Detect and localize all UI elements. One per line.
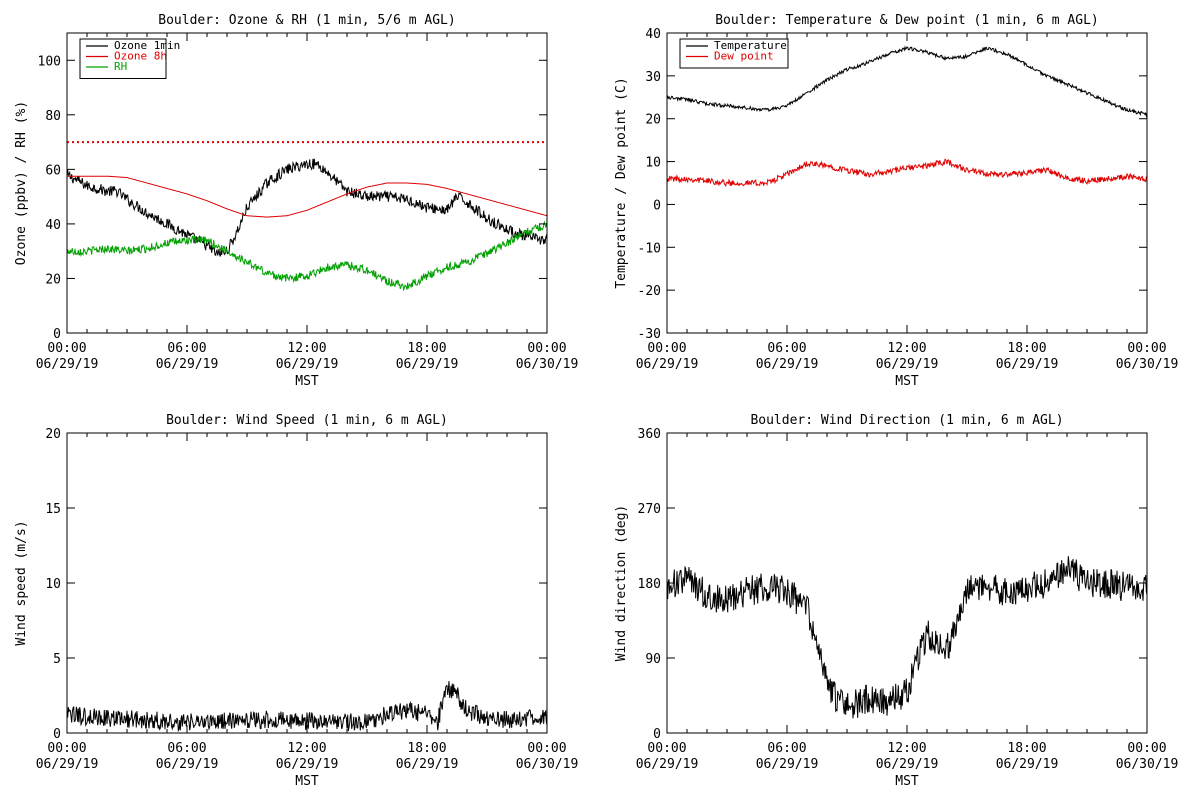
series-line-2 [67, 220, 547, 292]
series-line-0 [667, 45, 1147, 118]
legend-label: Ozone 1min [114, 39, 180, 52]
chart-title: Boulder: Wind Direction (1 min, 6 m AGL) [750, 413, 1063, 428]
x-tick-date: 06/29/19 [756, 357, 819, 372]
x-axis-label: MST [295, 774, 319, 789]
series-line-1 [67, 175, 547, 218]
y-tick-label: 30 [645, 70, 661, 85]
x-tick-time: 00:00 [1127, 341, 1166, 356]
y-tick-label: 180 [638, 577, 661, 592]
x-tick-time: 00:00 [647, 741, 686, 756]
x-tick-date: 06/29/19 [36, 757, 99, 772]
chart-title: Boulder: Ozone & RH (1 min, 5/6 m AGL) [158, 13, 455, 28]
x-tick-date: 06/30/19 [516, 357, 579, 372]
x-tick-date: 06/30/19 [1116, 357, 1179, 372]
x-tick-time: 12:00 [887, 341, 926, 356]
y-tick-label: 40 [645, 27, 661, 42]
y-tick-label: 360 [638, 427, 661, 442]
x-tick-date: 06/29/19 [276, 357, 339, 372]
y-tick-label: 0 [53, 727, 61, 742]
x-tick-date: 06/29/19 [876, 757, 939, 772]
x-tick-time: 18:00 [1007, 741, 1046, 756]
x-tick-time: 18:00 [407, 741, 446, 756]
y-tick-label: 270 [638, 502, 661, 517]
x-axis-label: MST [895, 374, 919, 389]
x-axis-label: MST [895, 774, 919, 789]
y-axis-label: Ozone (ppbv) / RH (%) [14, 101, 29, 265]
x-tick-time: 12:00 [287, 741, 326, 756]
y-tick-label: 20 [45, 427, 61, 442]
y-tick-label: 20 [645, 113, 661, 128]
y-tick-label: 0 [653, 727, 661, 742]
series-line-0 [67, 681, 547, 733]
x-tick-time: 06:00 [167, 741, 206, 756]
y-tick-label: 10 [645, 156, 661, 171]
x-tick-time: 00:00 [1127, 741, 1166, 756]
plot-frame [666, 32, 1148, 334]
y-tick-label: -10 [638, 241, 661, 256]
x-tick-time: 06:00 [767, 741, 806, 756]
y-tick-label: 15 [45, 502, 61, 517]
y-tick-label: -20 [638, 284, 661, 299]
y-tick-label: 10 [45, 577, 61, 592]
legend [679, 38, 789, 69]
x-tick-time: 00:00 [527, 741, 566, 756]
plot-frame [66, 432, 548, 734]
x-tick-time: 18:00 [1007, 341, 1046, 356]
y-tick-label: 0 [53, 327, 61, 342]
x-tick-time: 06:00 [167, 341, 206, 356]
x-tick-date: 06/29/19 [756, 757, 819, 772]
x-tick-date: 06/29/19 [996, 757, 1059, 772]
y-axis-label: Temperature / Dew point (C) [614, 77, 629, 288]
x-tick-date: 06/29/19 [36, 357, 99, 372]
x-tick-time: 18:00 [407, 341, 446, 356]
y-tick-label: 40 [45, 218, 61, 233]
y-tick-label: 100 [38, 54, 61, 69]
chart-panel-1: Boulder: Temperature & Dew point (1 min,… [614, 13, 1178, 389]
x-tick-date: 06/29/19 [396, 757, 459, 772]
chart-title: Boulder: Temperature & Dew point (1 min,… [715, 13, 1099, 28]
x-tick-date: 06/30/19 [516, 757, 579, 772]
x-tick-time: 12:00 [887, 741, 926, 756]
y-tick-label: 5 [53, 652, 61, 667]
x-tick-date: 06/29/19 [636, 357, 699, 372]
x-tick-date: 06/29/19 [996, 357, 1059, 372]
y-tick-label: 0 [653, 198, 661, 213]
legend-label: RH [114, 60, 127, 73]
legend-label: Dew point [714, 50, 774, 63]
y-tick-label: 80 [45, 109, 61, 124]
y-tick-label: 60 [45, 163, 61, 178]
x-tick-date: 06/29/19 [156, 757, 219, 772]
x-tick-time: 00:00 [527, 341, 566, 356]
x-tick-date: 06/29/19 [156, 357, 219, 372]
chart-panel-3: Boulder: Wind Direction (1 min, 6 m AGL)… [614, 413, 1178, 789]
x-tick-time: 12:00 [287, 341, 326, 356]
x-axis-label: MST [295, 374, 319, 389]
x-tick-time: 00:00 [647, 341, 686, 356]
chart-title: Boulder: Wind Speed (1 min, 6 m AGL) [166, 413, 448, 428]
x-tick-date: 06/29/19 [636, 757, 699, 772]
x-tick-time: 06:00 [767, 341, 806, 356]
x-tick-date: 06/29/19 [876, 357, 939, 372]
legend-label: Ozone 8h [114, 50, 167, 63]
legend-label: Temperature [714, 39, 787, 52]
x-tick-date: 06/29/19 [396, 357, 459, 372]
y-tick-label: 90 [645, 652, 661, 667]
x-tick-date: 06/30/19 [1116, 757, 1179, 772]
y-tick-label: -30 [638, 327, 661, 342]
series-line-0 [667, 556, 1147, 719]
chart-panel-2: Boulder: Wind Speed (1 min, 6 m AGL) 0 5 10… [14, 413, 578, 789]
series-line-1 [667, 158, 1147, 188]
y-tick-label: 20 [45, 272, 61, 287]
series-line-0 [67, 158, 547, 257]
x-tick-date: 06/29/19 [276, 757, 339, 772]
y-axis-label: Wind direction (deg) [614, 505, 629, 662]
y-axis-label: Wind speed (m/s) [14, 520, 29, 645]
chart-panel-0: Boulder: Ozone & RH (1 min, 5/6 m AGL) 0 2… [14, 13, 578, 389]
x-tick-time: 00:00 [47, 341, 86, 356]
x-tick-time: 00:00 [47, 741, 86, 756]
